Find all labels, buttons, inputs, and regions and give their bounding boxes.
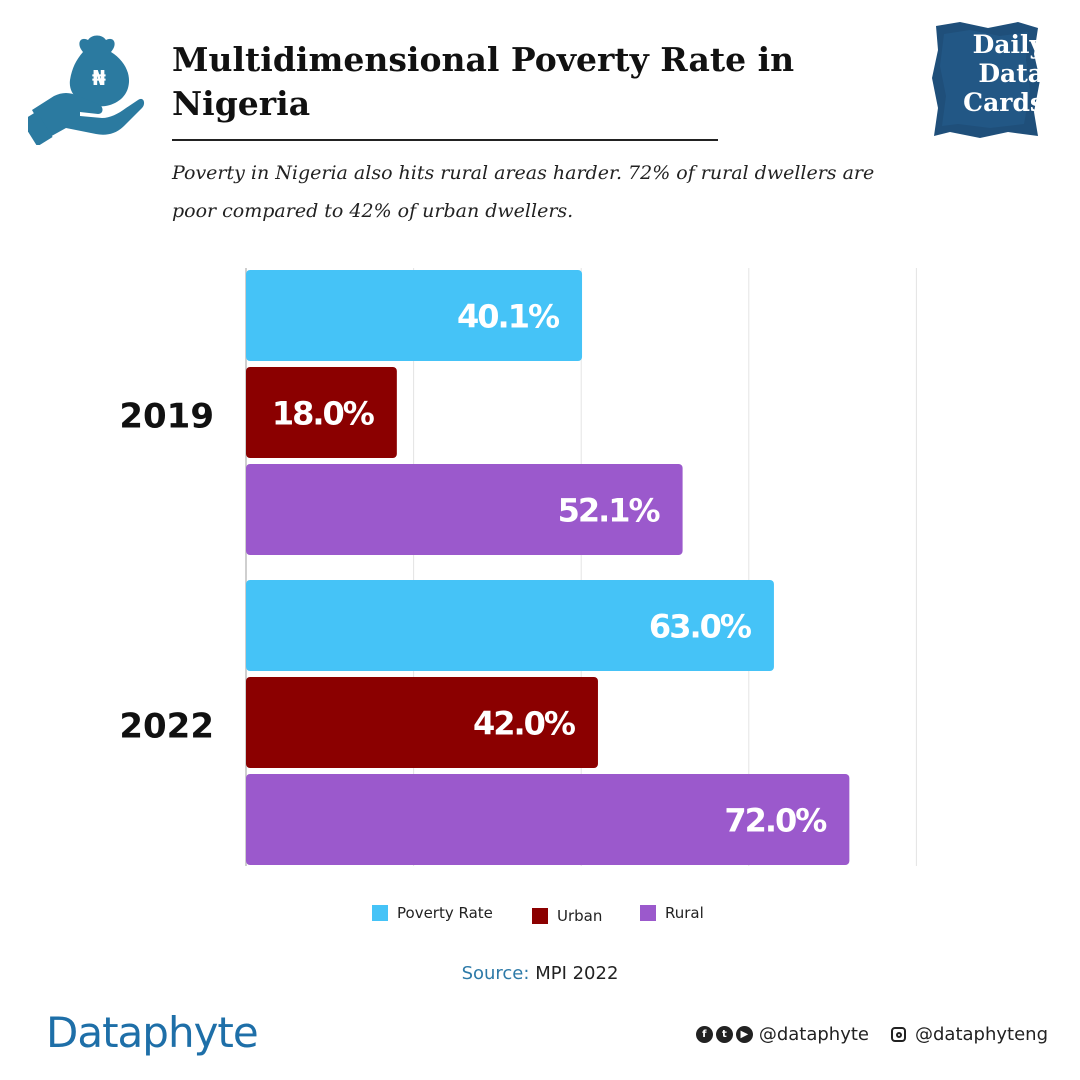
bars: [246, 270, 850, 865]
bar-value-label: 42.0%: [473, 705, 576, 743]
legend-label: Poverty Rate: [397, 904, 493, 922]
social-handle-primary[interactable]: @dataphyte: [758, 1024, 869, 1045]
bar-rural-2022: [246, 774, 850, 865]
bar-poverty-rate-2019: [246, 270, 583, 361]
legend-swatch: [532, 908, 548, 924]
brand-logo: Dataphyte: [46, 1008, 259, 1057]
page-subtitle: Poverty in Nigeria also hits rural areas…: [172, 162, 875, 222]
source-value: MPI 2022: [535, 963, 619, 984]
source-note: Source: MPI 2022: [0, 963, 1080, 984]
category-label-2022: 2022: [119, 707, 214, 747]
legend-item-poverty-rate: Poverty Rate: [372, 904, 493, 922]
badge-line-2: Data: [978, 59, 1044, 88]
naira-symbol: ₦: [92, 66, 106, 90]
twitter-icon[interactable]: t: [715, 1026, 733, 1043]
category-labels: 2019 2022: [119, 397, 214, 747]
legend: Poverty Rate Urban Rural: [0, 904, 1080, 928]
title-divider: [172, 139, 718, 141]
bar-urban-2022: [246, 677, 598, 768]
bar-value-label: 72.0%: [724, 802, 827, 840]
bar-labels: 40.1% 18.0% 52.1% 63.0% 42.0% 72.0%: [272, 298, 829, 840]
legend-label: Rural: [665, 904, 704, 922]
legend-label: Urban: [557, 907, 603, 925]
bar-urban-2019: [246, 367, 397, 458]
bar-rural-2019: [246, 464, 683, 555]
social-handles: f t ▶ @dataphyte @dataphyteng: [695, 1024, 1048, 1045]
facebook-icon[interactable]: f: [695, 1026, 713, 1043]
daily-data-cards-text: Daily Data Cards: [944, 30, 1044, 117]
legend-item-urban: Urban: [532, 907, 602, 925]
bar-poverty-rate-2022: [246, 580, 774, 671]
badge-line-1: Daily: [972, 30, 1044, 59]
bar-value-label: 18.0%: [272, 395, 375, 433]
bar-value-label: 40.1%: [457, 298, 560, 336]
instagram-icon[interactable]: [891, 1027, 906, 1042]
legend-swatch: [372, 905, 388, 921]
hand-money-bag-icon: ₦: [28, 35, 145, 145]
source-label: Source:: [461, 963, 530, 984]
social-handle-instagram[interactable]: @dataphyteng: [915, 1024, 1048, 1045]
bar-value-label: 52.1%: [558, 492, 661, 530]
daily-data-cards-badge: [932, 22, 1040, 138]
youtube-icon[interactable]: ▶: [735, 1026, 753, 1043]
page-title: Multidimensional Poverty Rate in Nigeria: [172, 40, 795, 123]
badge-line-3: Cards: [963, 88, 1044, 117]
legend-swatch: [640, 905, 656, 921]
bar-value-label: 63.0%: [649, 608, 752, 646]
legend-item-rural: Rural: [640, 904, 704, 922]
category-label-2019: 2019: [119, 397, 214, 437]
